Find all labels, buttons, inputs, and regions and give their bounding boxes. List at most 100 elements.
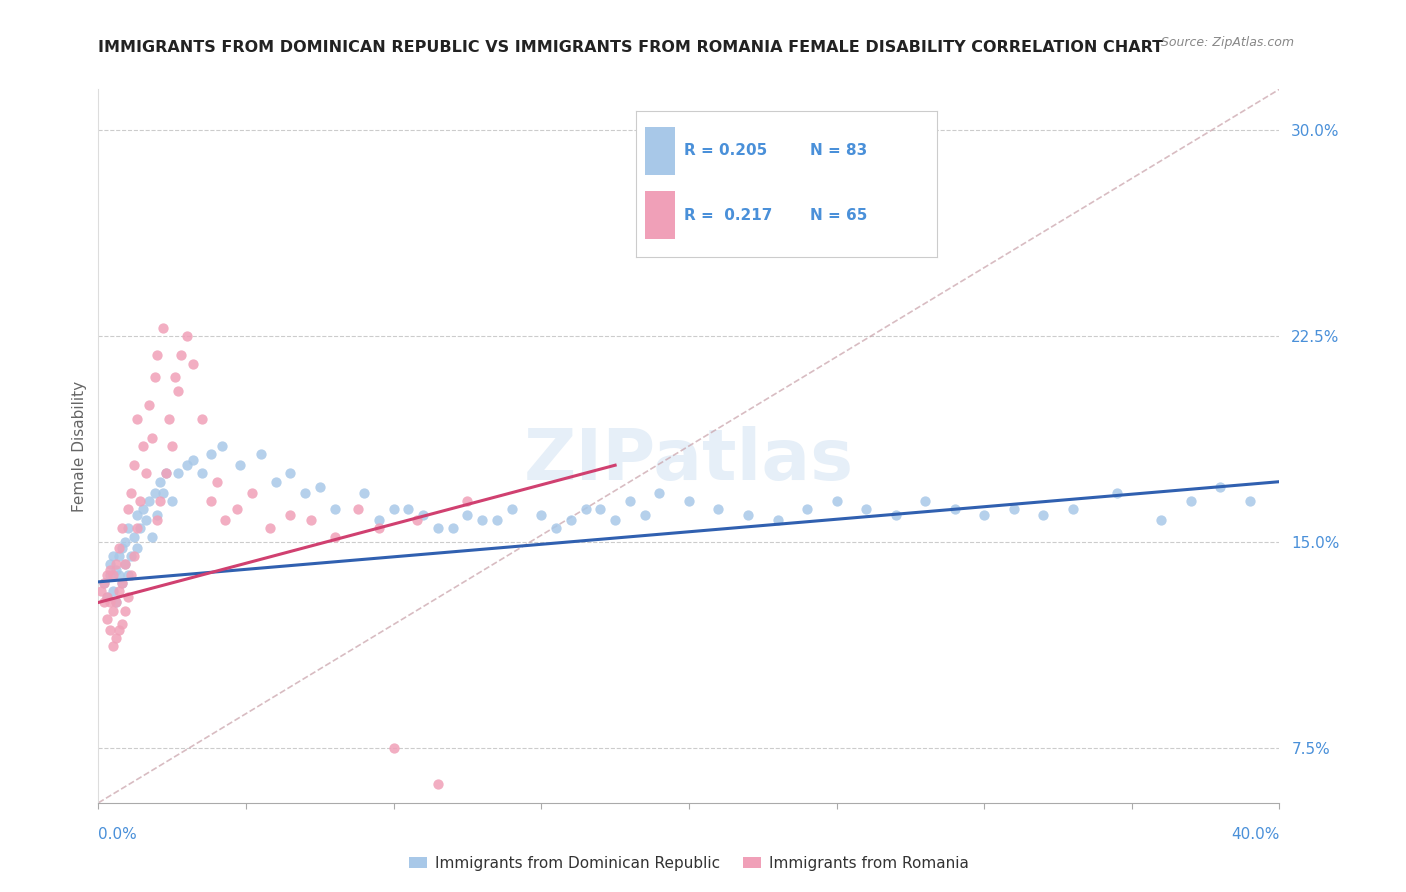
- Point: [176, 329, 198, 343]
- Point: [98, 562, 121, 576]
- Point: [141, 431, 163, 445]
- Point: [138, 494, 160, 508]
- Point: [132, 439, 155, 453]
- Point: [108, 549, 131, 563]
- Point: [200, 447, 222, 461]
- Point: [299, 513, 322, 527]
- Point: [264, 475, 287, 489]
- Point: [98, 623, 121, 637]
- Point: [105, 631, 128, 645]
- Point: [103, 584, 125, 599]
- Point: [96, 590, 118, 604]
- Point: [486, 513, 509, 527]
- Point: [96, 612, 118, 626]
- Point: [229, 458, 252, 473]
- Point: [323, 502, 346, 516]
- Point: [149, 494, 172, 508]
- Point: [167, 467, 190, 481]
- Point: [108, 568, 131, 582]
- Point: [456, 508, 478, 522]
- Point: [309, 480, 332, 494]
- Point: [128, 521, 150, 535]
- Point: [152, 321, 174, 335]
- Point: [165, 370, 187, 384]
- Point: [122, 458, 145, 473]
- Point: [914, 494, 936, 508]
- Point: [1002, 502, 1025, 516]
- Point: [117, 568, 139, 582]
- Point: [108, 541, 131, 555]
- Point: [122, 530, 145, 544]
- Point: [146, 513, 169, 527]
- Point: [128, 494, 150, 508]
- Point: [678, 494, 700, 508]
- Point: [105, 562, 128, 576]
- Point: [796, 502, 818, 516]
- Text: ZIPatlas: ZIPatlas: [524, 425, 853, 495]
- Point: [181, 357, 204, 371]
- Point: [111, 541, 134, 555]
- Point: [103, 640, 125, 654]
- Point: [707, 502, 730, 516]
- Point: [1062, 502, 1084, 516]
- Point: [278, 508, 302, 522]
- Point: [135, 513, 157, 527]
- Point: [141, 530, 163, 544]
- Point: [323, 530, 346, 544]
- Point: [441, 521, 464, 535]
- Point: [143, 370, 166, 384]
- Point: [353, 485, 375, 500]
- Point: [111, 617, 134, 632]
- Point: [155, 467, 177, 481]
- Point: [471, 513, 494, 527]
- Point: [162, 494, 183, 508]
- Point: [103, 568, 125, 582]
- Point: [240, 485, 263, 500]
- Point: [766, 513, 789, 527]
- Point: [406, 513, 429, 527]
- Point: [1105, 485, 1128, 500]
- Point: [1239, 494, 1261, 508]
- Y-axis label: Female Disability: Female Disability: [72, 380, 87, 512]
- Point: [176, 458, 198, 473]
- Text: 40.0%: 40.0%: [1232, 827, 1279, 841]
- Point: [149, 475, 172, 489]
- Point: [143, 485, 166, 500]
- Point: [737, 508, 759, 522]
- Point: [259, 521, 281, 535]
- Point: [1180, 494, 1202, 508]
- Point: [135, 467, 157, 481]
- Point: [132, 502, 155, 516]
- Point: [605, 513, 627, 527]
- Text: IMMIGRANTS FROM DOMINICAN REPUBLIC VS IMMIGRANTS FROM ROMANIA FEMALE DISABILITY : IMMIGRANTS FROM DOMINICAN REPUBLIC VS IM…: [98, 40, 1164, 55]
- Point: [98, 595, 121, 609]
- Point: [347, 502, 370, 516]
- Point: [96, 568, 118, 582]
- Point: [884, 508, 907, 522]
- Point: [125, 508, 148, 522]
- Point: [560, 513, 582, 527]
- Point: [111, 521, 134, 535]
- Point: [205, 475, 228, 489]
- Point: [117, 521, 139, 535]
- Point: [103, 549, 125, 563]
- Point: [125, 541, 148, 555]
- Point: [181, 452, 204, 467]
- Point: [162, 439, 183, 453]
- Point: [167, 384, 190, 398]
- Point: [125, 411, 148, 425]
- Point: [648, 485, 671, 500]
- Point: [1209, 480, 1232, 494]
- Point: [98, 568, 121, 582]
- Point: [589, 502, 612, 516]
- Point: [120, 485, 142, 500]
- Point: [108, 584, 131, 599]
- Point: [108, 623, 131, 637]
- Point: [530, 508, 553, 522]
- Point: [114, 604, 136, 618]
- Point: [427, 521, 450, 535]
- Point: [574, 502, 596, 516]
- Point: [93, 595, 115, 609]
- Point: [96, 590, 118, 604]
- Point: [396, 502, 419, 516]
